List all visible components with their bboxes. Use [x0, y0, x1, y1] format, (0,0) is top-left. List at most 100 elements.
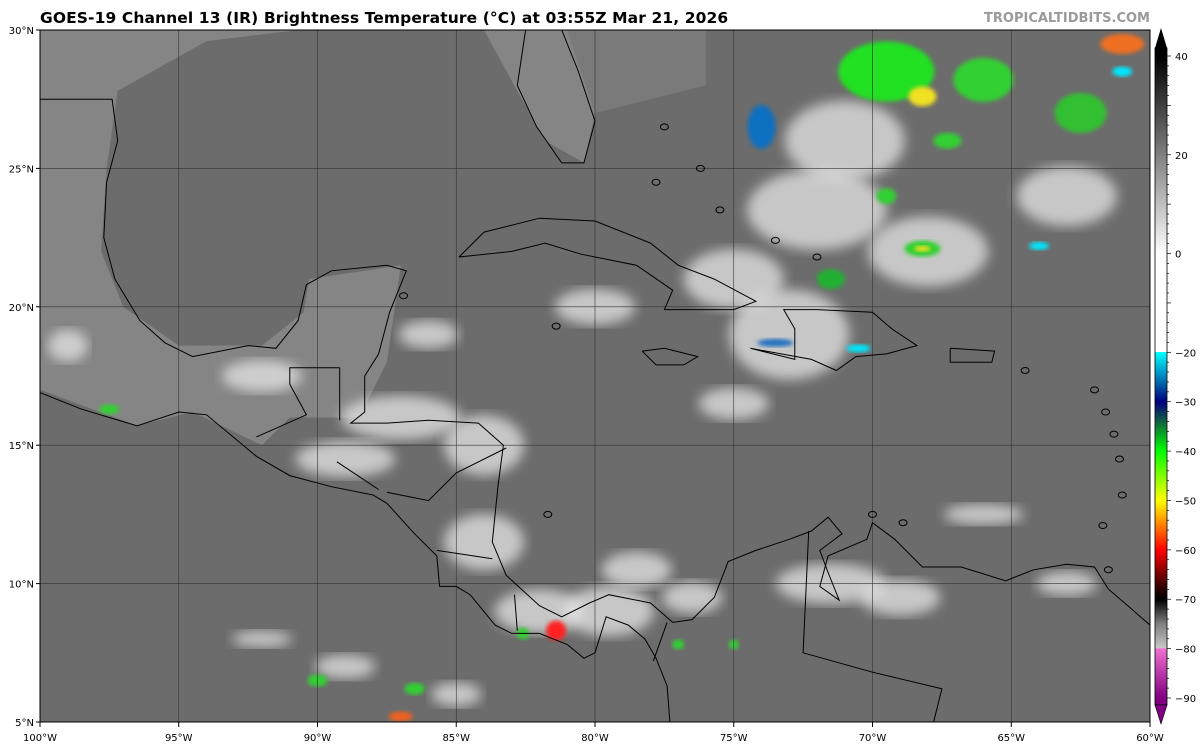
lon-label: 95°W — [165, 733, 193, 744]
island — [1098, 521, 1108, 529]
coastline — [436, 549, 493, 560]
cold-cloud-top — [838, 41, 935, 102]
cold-cloud-top — [914, 245, 931, 252]
cold-cloud-top — [876, 188, 897, 205]
map-title: GOES-19 Channel 13 (IR) Brightness Tempe… — [40, 9, 729, 27]
cloud — [860, 579, 941, 616]
lat-label: 10°N — [9, 580, 34, 591]
lon-label: 90°W — [304, 733, 332, 744]
coastline — [750, 309, 919, 372]
cloud — [784, 100, 905, 181]
lon-label: 80°W — [581, 733, 609, 744]
cold-cloud-top — [747, 104, 776, 149]
island — [1101, 408, 1111, 416]
cloud — [563, 586, 654, 637]
coastline — [802, 530, 943, 722]
coastline — [514, 594, 518, 631]
colorbar: 40 20 0 −20 −30 −40 −50 −60 −70 −80 −90 — [1154, 28, 1196, 725]
colorbar-tick-label: 40 — [1175, 52, 1188, 63]
island — [812, 253, 822, 261]
island — [1020, 366, 1030, 374]
cold-cloud-top — [546, 620, 567, 641]
lat-label: 15°N — [9, 441, 34, 452]
colorbar-max-arrow — [1155, 28, 1167, 48]
colorbar-tick-label: −40 — [1175, 447, 1196, 458]
colorbar-tick-label: −30 — [1175, 398, 1196, 409]
coastline — [949, 347, 996, 363]
latitude-labels: 30°N 25°N 20°N 15°N 10°N 5°N — [9, 26, 40, 729]
coastline — [458, 217, 758, 311]
cloud-cyan — [846, 344, 871, 353]
colorbar-tick-label: −20 — [1175, 348, 1196, 359]
lat-label: 30°N — [9, 26, 34, 37]
island — [898, 519, 908, 527]
cloud — [747, 169, 887, 250]
island — [659, 123, 669, 131]
colorbar-tick-label: 20 — [1175, 151, 1188, 162]
cloud — [47, 329, 88, 362]
lon-label: 85°W — [442, 733, 470, 744]
cloud — [601, 551, 672, 588]
lat-label: 5°N — [15, 718, 34, 729]
colorbar-tick-label: −70 — [1175, 595, 1196, 606]
island — [1103, 566, 1113, 574]
cold-cloud-top — [672, 639, 685, 650]
cloud — [315, 654, 376, 679]
cloud — [222, 360, 302, 392]
colorbar-tick-label: −50 — [1175, 496, 1196, 507]
lon-label: 70°W — [859, 733, 887, 744]
colorbar-scale — [1154, 47, 1168, 706]
cloud — [729, 289, 850, 380]
cold-cloud-top — [388, 711, 413, 722]
coastline — [386, 447, 507, 502]
island — [1090, 386, 1099, 394]
lon-label: 100°W — [23, 733, 57, 744]
cloud — [295, 441, 396, 478]
gridlines — [40, 30, 1150, 722]
coastline — [641, 347, 699, 366]
colorbar-min-arrow — [1154, 704, 1168, 725]
island — [1114, 455, 1124, 463]
cloud-cyan — [1029, 241, 1049, 250]
cloud — [398, 320, 459, 349]
island — [715, 206, 725, 214]
island — [695, 164, 705, 172]
cloud-cyan — [1112, 66, 1133, 77]
cloud — [662, 581, 723, 614]
cold-cloud-top — [908, 86, 937, 107]
coastline — [40, 98, 1150, 626]
colorbar-tick-label: 0 — [1175, 250, 1181, 261]
cloud — [232, 630, 292, 647]
coastline — [256, 367, 340, 438]
cloud — [444, 514, 524, 571]
lat-label: 20°N — [9, 303, 34, 314]
island — [543, 510, 553, 518]
coastlines — [40, 30, 1150, 722]
cold-cloud-top — [816, 269, 845, 290]
coastline — [336, 461, 379, 490]
colorbar-tick-label: −60 — [1175, 546, 1196, 557]
colorbar-tick-label: −90 — [1175, 694, 1196, 705]
island — [1109, 430, 1119, 438]
coastline — [516, 30, 596, 164]
lon-label: 75°W — [720, 733, 748, 744]
cold-cloud-top — [1054, 93, 1107, 134]
lon-label: 60°W — [1136, 733, 1164, 744]
cloud — [943, 504, 1024, 525]
island — [399, 292, 409, 300]
lat-label: 25°N — [9, 164, 34, 175]
cloud — [340, 395, 461, 440]
longitude-labels: 100°W 95°W 90°W 85°W 80°W 75°W 70°W 65°W 60°W — [23, 722, 1164, 744]
coastline — [652, 622, 668, 662]
island — [868, 510, 877, 518]
cold-cloud-top — [953, 57, 1014, 102]
brand-watermark: TROPICALTIDBITS.COM — [984, 11, 1150, 26]
island — [651, 178, 661, 186]
lon-label: 65°W — [997, 733, 1025, 744]
colorbar-tick-label: −80 — [1175, 645, 1196, 656]
cold-cloud-top — [933, 132, 962, 149]
island — [551, 322, 561, 330]
island — [770, 236, 780, 244]
island — [1117, 491, 1127, 499]
